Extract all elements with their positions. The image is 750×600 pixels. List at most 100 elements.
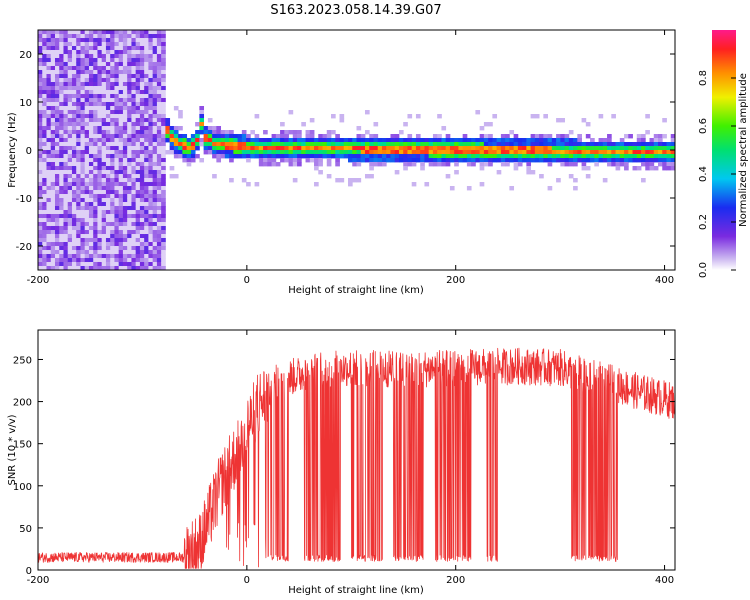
heatmap-cell [161,194,166,199]
heatmap-cell [415,158,421,163]
heatmap-cell [118,106,124,111]
heatmap-cell [509,138,515,143]
heatmap-cell [585,150,591,155]
heatmap-cell [441,150,447,155]
heatmap-cell [331,146,336,151]
heatmap-cell [101,34,107,39]
heatmap-cell [420,154,425,159]
heatmap-cell [50,186,56,191]
heatmap-cell [93,246,98,251]
heatmap-cell [645,154,650,159]
heatmap-cell [144,38,149,43]
heatmap-cell [50,106,56,111]
heatmap-cell [88,214,94,219]
y-tick-label: 150 [13,440,32,451]
heatmap-cell [148,134,154,139]
heatmap-cell [156,54,162,59]
heatmap-cell [356,150,362,155]
heatmap-cell [38,110,43,115]
heatmap-cell [513,142,519,147]
heatmap-cell [284,142,289,147]
heatmap-cell [577,150,582,155]
heatmap-cell [118,226,124,231]
heatmap-cell [284,130,289,135]
x-tick-label: 400 [655,575,674,586]
heatmap-cell [462,154,468,159]
heatmap-cell [624,154,629,159]
heatmap-cell [636,134,642,139]
heatmap-cell [161,162,166,167]
heatmap-cell [229,154,234,159]
heatmap-cell [42,166,47,171]
heatmap-cell [105,38,111,43]
heatmap-cell [71,150,77,155]
heatmap-cell [101,214,107,219]
heatmap-cell [203,150,209,155]
heatmap-cell [42,254,47,259]
heatmap-cell [237,146,243,151]
heatmap-cell [38,218,43,223]
heatmap-cell [314,146,319,151]
heatmap-cell [513,150,519,155]
heatmap-cell [517,158,523,163]
heatmap-cell [110,50,115,55]
heatmap-cell [271,146,277,151]
heatmap-cell [632,154,638,159]
heatmap-cell [118,134,124,139]
heatmap-cell [161,46,166,51]
heatmap-cell [339,146,345,151]
heatmap-cell [42,30,47,35]
heatmap-cell [127,130,132,135]
heatmap-cell [318,154,323,159]
heatmap-cell [63,186,69,191]
heatmap-cell [169,142,175,147]
heatmap-cell [54,58,60,63]
heatmap-cell [67,230,73,235]
heatmap-cell [297,150,302,155]
heatmap-cell [543,150,548,155]
heatmap-cell [246,142,251,147]
heatmap-cell [54,254,60,259]
heatmap-cell [212,142,217,147]
heatmap-cell [161,130,166,135]
heatmap-cell [173,138,179,143]
heatmap-cell [67,46,73,51]
heatmap-cell [475,138,481,143]
heatmap-cell [97,206,103,211]
heatmap-cell [63,242,69,247]
heatmap-cell [445,146,451,151]
heatmap-cell [84,166,90,171]
heatmap-cell [139,158,145,163]
heatmap-cell [50,238,56,243]
heatmap-cell [105,162,111,167]
heatmap-cell [110,202,115,207]
heatmap-cell [318,146,323,151]
heatmap-cell [118,42,124,47]
heatmap-cell [152,62,158,67]
heatmap-cell [88,150,94,155]
heatmap-cell [114,86,120,91]
heatmap-cell [479,138,485,143]
heatmap-cell [127,98,132,103]
heatmap-cell [309,142,315,147]
heatmap-cell [105,202,111,207]
heatmap-cell [161,58,166,63]
heatmap-cell [46,78,52,83]
heatmap-cell [105,54,111,59]
heatmap-cell [203,130,209,135]
heatmap-cell [80,182,86,187]
heatmap-cell [76,110,81,115]
heatmap-cell [93,134,98,139]
heatmap-cell [488,154,493,159]
heatmap-cell [63,86,69,91]
heatmap-cell [169,138,175,143]
heatmap-cell [105,234,111,239]
heatmap-cell [403,122,408,127]
heatmap-cell [369,134,374,139]
heatmap-cell [284,150,289,155]
heatmap-cell [156,142,162,147]
heatmap-cell [411,150,417,155]
heatmap-cell [122,210,128,215]
heatmap-cell [658,146,663,151]
heatmap-cell [122,166,128,171]
